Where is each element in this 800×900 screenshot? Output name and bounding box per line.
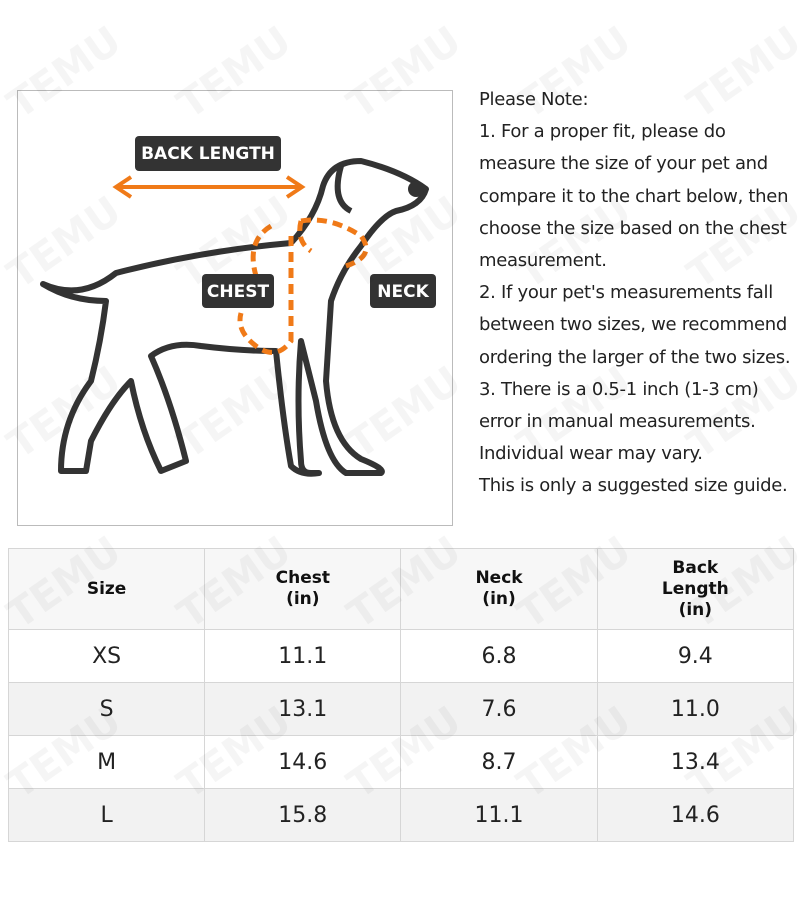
table-cell: M	[7, 735, 206, 789]
note-line: 1. For a proper fit, please do	[479, 121, 726, 143]
table-cell: 14.6	[204, 735, 402, 789]
note-line: compare it to the chart below, then	[479, 185, 789, 207]
table-cell: 6.8	[400, 629, 598, 683]
note-line: Individual wear may vary.	[479, 443, 703, 465]
chest-loop	[237, 223, 294, 355]
chest-label: CHEST	[207, 282, 270, 302]
note-line: Please Note:	[479, 89, 589, 110]
table-cell: 13.1	[204, 682, 402, 736]
label-box	[202, 274, 274, 308]
table-cell: XS	[7, 629, 206, 683]
note-line: 3. There is a 0.5-1 inch (1-3 cm)	[479, 378, 759, 400]
table-cell: 13.4	[596, 735, 795, 789]
table-cell: 15.8	[204, 788, 402, 842]
dog-outline	[40, 158, 429, 477]
header-text: Neck (in)	[475, 568, 523, 609]
note-line: ordering the larger of the two sizes.	[479, 346, 791, 368]
note-line: measurement.	[479, 249, 607, 271]
note-line: measure the size of your pet and	[479, 153, 768, 175]
header-text: Chest (in)	[275, 568, 330, 609]
label-box	[370, 274, 436, 308]
size-table: Size Chest (in) Neck (in) Back Length (in) X…	[7, 548, 795, 842]
note-line: choose the size based on the chest	[479, 217, 787, 239]
note: Please Note: 1. For a proper fit, please …	[479, 84, 800, 502]
note-line: error in manual measurements.	[479, 410, 756, 432]
header-cell: Neck (in)	[400, 548, 598, 630]
table-cell: 7.6	[400, 682, 598, 736]
note-line: between two sizes, we recommend	[479, 314, 787, 336]
table-cell: 14.6	[596, 788, 795, 842]
table-row: M 14.6 8.7 13.4	[7, 735, 795, 789]
table-cell: 11.1	[204, 629, 402, 683]
table-cell: 11.0	[596, 682, 795, 736]
neck-loop	[297, 217, 369, 269]
label-box	[135, 136, 281, 171]
table-cell: 8.7	[400, 735, 598, 789]
dog-diagram: BACK LENGTH CHEST NECK	[17, 90, 453, 526]
table-row: L 15.8 11.1 14.6	[7, 788, 795, 842]
dog-nose	[408, 181, 424, 197]
table-row: XS 11.1 6.8 9.4	[7, 629, 795, 683]
back-length-label: BACK LENGTH	[141, 144, 275, 164]
table-cell: 9.4	[596, 629, 795, 683]
note-line: 2. If your pet's measurements fall	[479, 282, 773, 304]
neck-label: NECK	[377, 282, 429, 302]
header-cell: Chest (in)	[204, 548, 402, 630]
arrow-heads	[112, 175, 306, 199]
table-cell: S	[7, 682, 206, 736]
table-cell: 11.1	[400, 788, 598, 842]
table-row: S 13.1 7.6 11.0	[7, 682, 795, 736]
header-text: Back Length (in)	[661, 557, 729, 620]
note-line: This is only a suggested size guide.	[479, 475, 788, 497]
header-cell: Back Length (in)	[596, 548, 795, 630]
table-cell: L	[7, 788, 206, 842]
header-text: Size	[86, 578, 127, 599]
header-row: Size Chest (in) Neck (in) Back Length (in)	[7, 548, 795, 630]
dog-ear	[334, 165, 353, 214]
header-cell: Size	[7, 548, 206, 630]
